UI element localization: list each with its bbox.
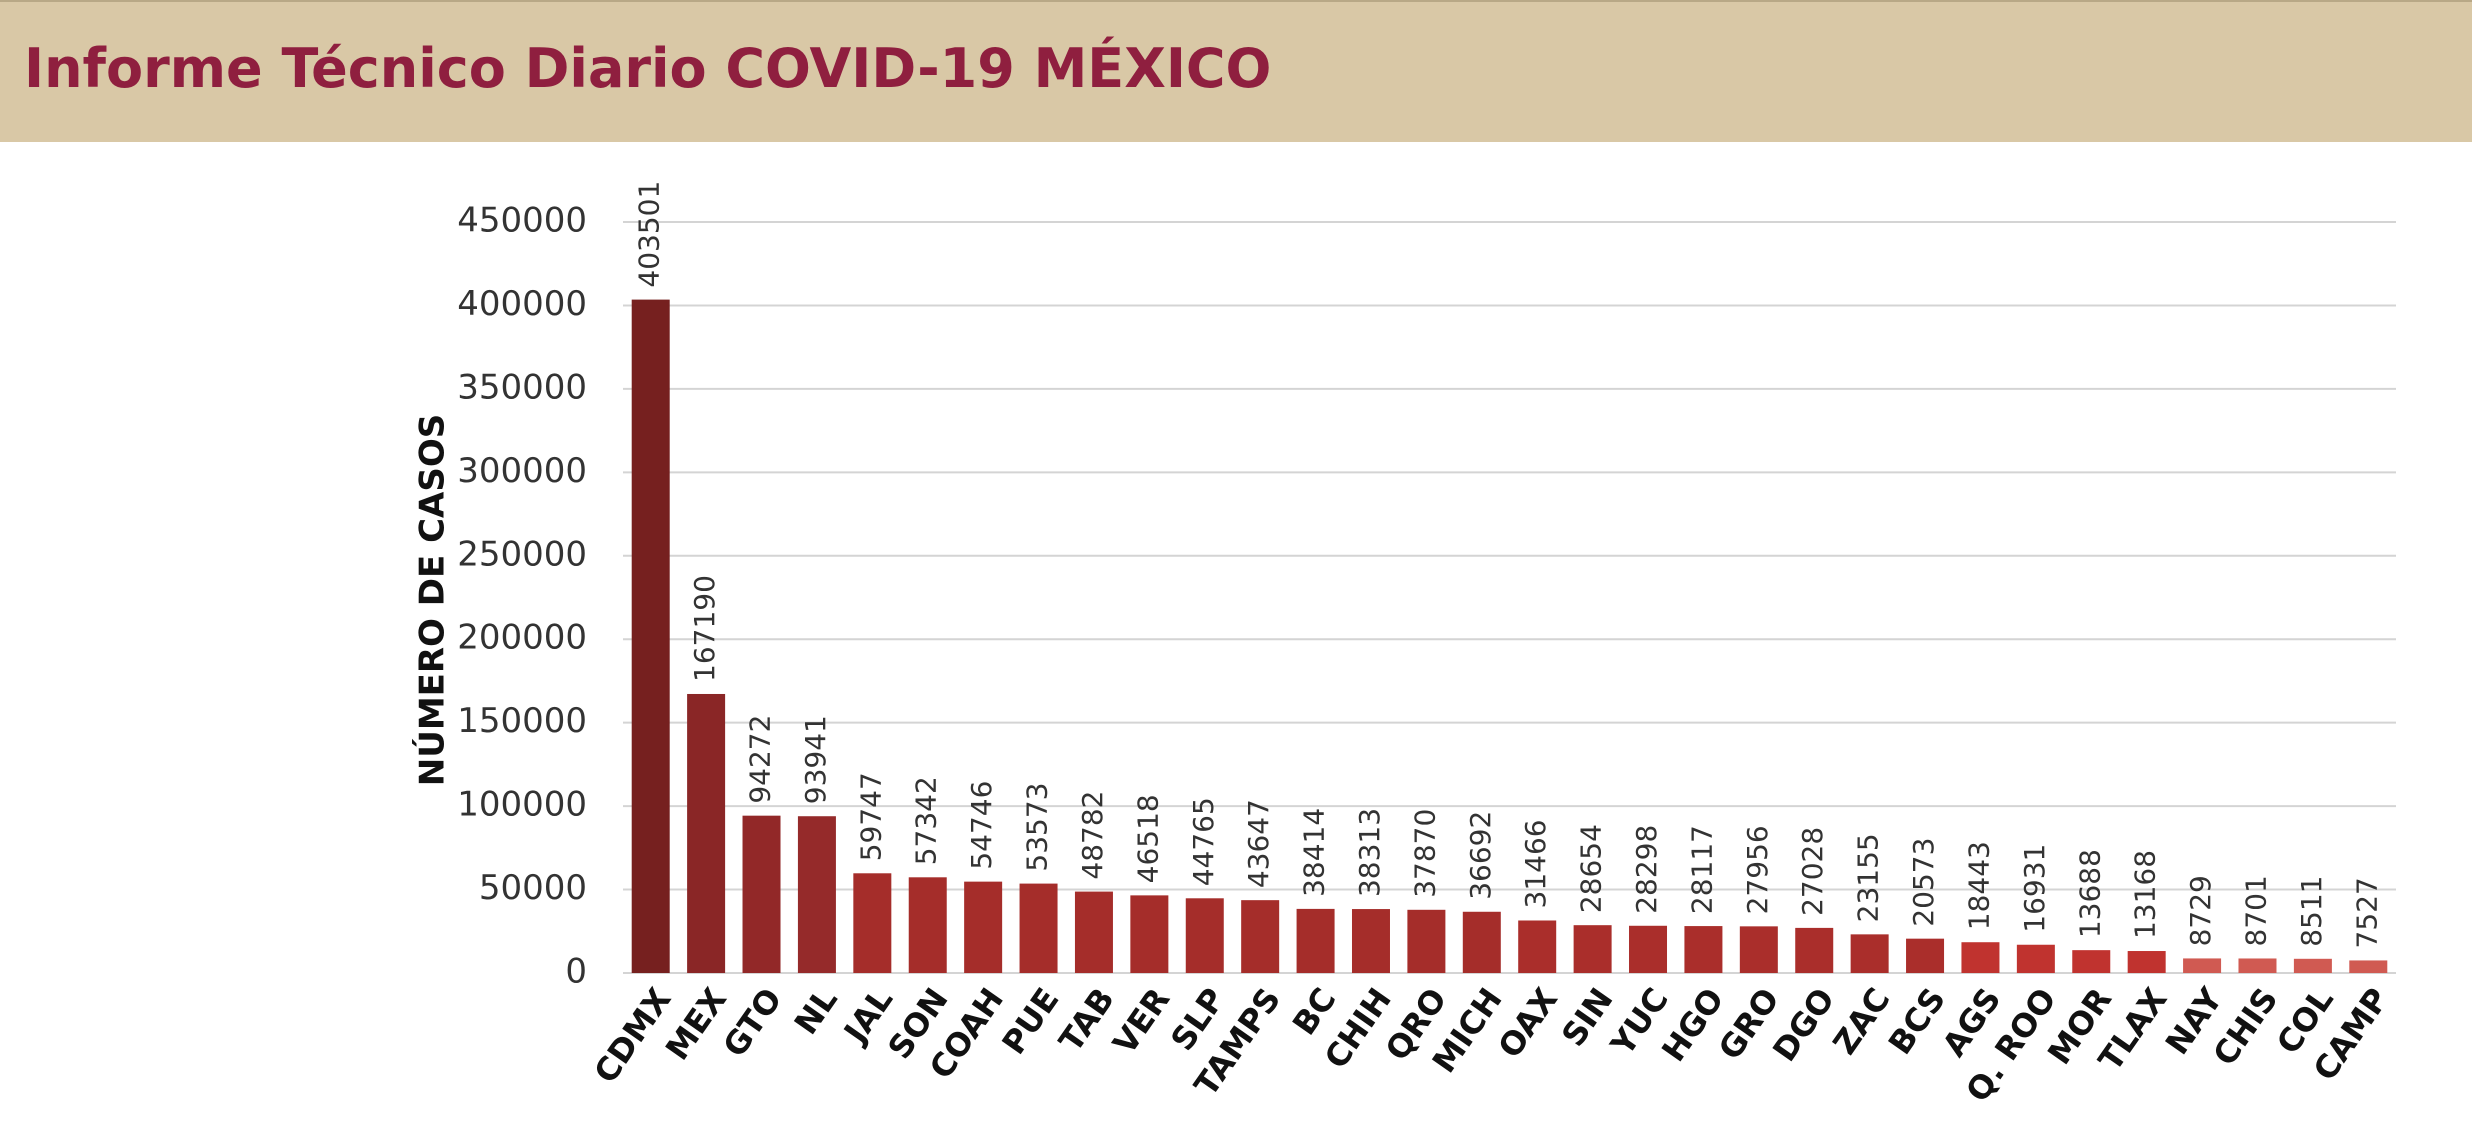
value-label: 8701 — [2239, 875, 2272, 946]
bar — [1407, 909, 1446, 973]
value-label: 8729 — [2184, 875, 2217, 946]
value-label: 48782 — [1076, 791, 1109, 880]
bar — [2016, 944, 2055, 973]
bar — [2238, 958, 2277, 973]
bar — [1185, 898, 1224, 973]
x-tick-label: DGO — [1765, 981, 1842, 1068]
value-label: 16931 — [2018, 844, 2051, 933]
y-tick-label: 250000 — [457, 534, 587, 574]
value-label: 20573 — [1907, 838, 1940, 927]
bar — [1130, 895, 1169, 973]
value-label: 23155 — [1852, 833, 1885, 922]
bar — [2183, 958, 2222, 973]
bar — [964, 881, 1003, 973]
value-label: 53573 — [1021, 783, 1054, 872]
x-tick-label: GTO — [715, 981, 789, 1064]
value-label: 37870 — [1408, 809, 1441, 898]
bar — [797, 816, 836, 973]
bar — [742, 815, 781, 973]
bar — [687, 693, 726, 973]
value-label: 54746 — [965, 781, 998, 870]
bar — [908, 877, 947, 973]
value-label: 28654 — [1575, 824, 1608, 913]
bar — [853, 873, 892, 973]
value-label: 403501 — [633, 181, 666, 288]
y-tick-label: 450000 — [457, 201, 587, 241]
value-label: 59747 — [854, 772, 887, 861]
x-tick-label: VER — [1105, 981, 1177, 1061]
header-title: Informe Técnico Diario COVID-19 MÉXICO — [24, 37, 1272, 100]
y-tick-label: 300000 — [457, 451, 587, 491]
bar — [1296, 908, 1335, 973]
bar — [1961, 942, 2000, 973]
bar — [1019, 883, 1058, 973]
bar — [1850, 934, 1889, 973]
value-label: 27028 — [1796, 827, 1829, 916]
value-label: 38313 — [1353, 808, 1386, 897]
x-tick-label: TAB — [1051, 981, 1121, 1059]
value-label: 36692 — [1464, 811, 1497, 900]
x-tick-label: HGO — [1654, 981, 1731, 1069]
y-tick-label: 150000 — [457, 701, 587, 741]
y-tick-label: 50000 — [479, 868, 587, 908]
value-label: 94272 — [744, 715, 777, 804]
bar — [2127, 951, 2166, 973]
bar — [1629, 925, 1668, 973]
y-axis-label: NÚMERO DE CASOS — [412, 414, 453, 786]
bar — [1241, 900, 1280, 973]
bar — [2072, 950, 2111, 973]
y-tick-label: 100000 — [457, 785, 587, 825]
value-label: 13688 — [2073, 849, 2106, 938]
bar — [1518, 920, 1557, 973]
bar — [1573, 925, 1612, 973]
bar — [2293, 958, 2332, 973]
bar — [1351, 909, 1390, 973]
value-label: 28117 — [1685, 825, 1718, 914]
x-tick-label: NL — [787, 981, 845, 1041]
value-label: 7527 — [2350, 877, 2383, 948]
value-label: 8511 — [2295, 876, 2328, 947]
bar — [1462, 911, 1501, 973]
y-tick-label: 200000 — [457, 618, 587, 658]
x-tick-label: OAX — [1491, 981, 1566, 1065]
header: Informe Técnico Diario COVID-19 MÉXICO — [0, 0, 2472, 142]
bar — [631, 299, 670, 973]
bar — [1684, 926, 1723, 973]
x-tick-label: ZAC — [1825, 981, 1897, 1061]
y-tick-label: 400000 — [457, 284, 587, 324]
value-label: 43647 — [1242, 799, 1275, 888]
value-label: 93941 — [799, 715, 832, 804]
value-label: 57342 — [910, 776, 943, 865]
y-tick-label: 350000 — [457, 367, 587, 407]
bar — [1739, 926, 1778, 973]
x-tick-label: MEX — [658, 981, 734, 1067]
bar — [1074, 891, 1113, 973]
value-label: 38414 — [1298, 808, 1331, 897]
x-tick-label: PUE — [994, 981, 1066, 1061]
value-label: 28298 — [1630, 825, 1663, 914]
value-label: 27956 — [1741, 825, 1774, 914]
bar — [2349, 960, 2388, 973]
value-label: 18443 — [1962, 841, 1995, 930]
bar — [1906, 938, 1945, 973]
bar — [1795, 927, 1834, 973]
x-tick-label: BCS — [1881, 981, 1953, 1061]
value-label: 46518 — [1131, 794, 1164, 883]
value-label: 13168 — [2129, 850, 2162, 939]
value-label: 167190 — [688, 575, 721, 682]
y-tick-label: 0 — [565, 952, 587, 992]
value-label: 31466 — [1519, 819, 1552, 908]
value-label: 44765 — [1187, 797, 1220, 886]
